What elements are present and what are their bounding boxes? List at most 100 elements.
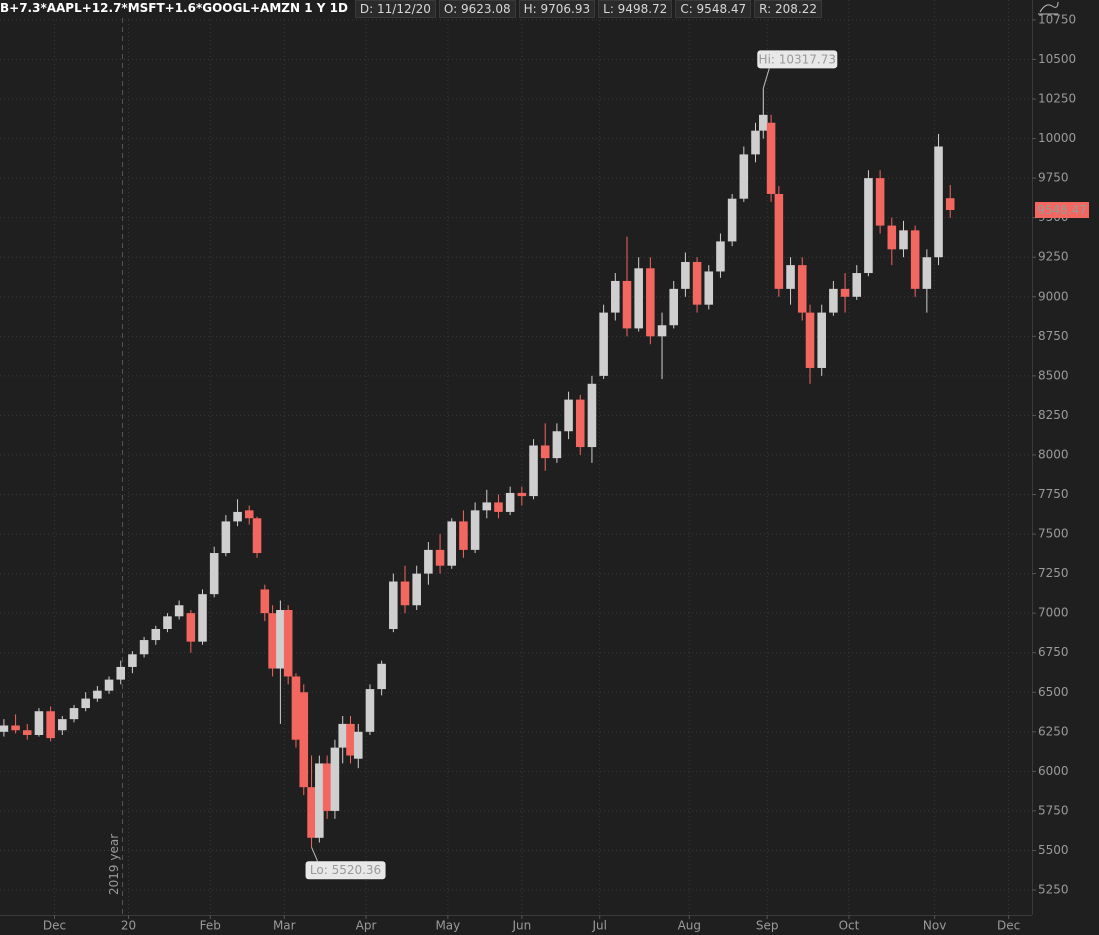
candle-body [611, 280, 620, 313]
x-tick-label: Mar [273, 919, 296, 933]
y-tick-label: 5500 [1038, 843, 1069, 857]
candle-body [470, 510, 480, 550]
y-tick-label: 10750 [1038, 12, 1076, 26]
x-tick-label: Jul [591, 919, 606, 933]
candle-body [852, 273, 862, 297]
last-price-label: 9548.47 [1037, 203, 1087, 217]
y-tick-label: 8750 [1038, 329, 1069, 343]
candle-body [104, 679, 114, 691]
candle-body [260, 589, 270, 614]
y-tick-label: 7750 [1038, 487, 1069, 501]
y-tick-label: 7000 [1038, 606, 1069, 620]
x-tick-label: May [435, 919, 460, 933]
y-tick-label: 9250 [1038, 250, 1069, 264]
candle-body [389, 581, 398, 629]
y-tick-label: 8000 [1038, 447, 1069, 461]
candle-body [447, 521, 457, 566]
last-price-tag [1035, 202, 1089, 219]
candle-body [922, 257, 932, 289]
candle-body [552, 431, 562, 459]
axis-border [1032, 0, 1033, 915]
candle-body [797, 265, 807, 313]
candle-body [899, 230, 908, 250]
candle-body [412, 573, 421, 606]
candle-body [276, 610, 285, 669]
x-tick-label: Jun [511, 919, 531, 933]
candle-body [575, 399, 585, 448]
callout-pointer [762, 68, 770, 89]
candle-body [840, 288, 850, 297]
y-tick-label: 6500 [1038, 685, 1069, 699]
candle-body [875, 178, 885, 226]
x-tick-label: Nov [923, 919, 946, 933]
candle-body [291, 676, 301, 740]
y-tick-label: 7500 [1038, 527, 1069, 541]
candle-body [400, 581, 410, 606]
candle-body [322, 763, 332, 811]
candle-body [540, 445, 550, 459]
candle-body [435, 549, 445, 566]
candle-body [529, 445, 538, 497]
candle-body [315, 763, 324, 838]
x-tick-label: Dec [997, 919, 1020, 933]
candle-body [22, 730, 32, 735]
y-tick-label: 10000 [1038, 131, 1076, 145]
candle-body [299, 692, 309, 788]
candle-body [163, 616, 172, 629]
range: R: 208.22 [754, 0, 822, 18]
candle-body [634, 268, 643, 329]
candle-body [174, 605, 184, 617]
candle-body [353, 731, 363, 759]
candle-body [622, 280, 632, 329]
y-tick-label: 5250 [1038, 883, 1069, 897]
callout-pointer [311, 847, 319, 862]
candle-body [739, 154, 749, 199]
candle-body [69, 708, 79, 720]
candle-body [766, 122, 776, 194]
candle-body [365, 689, 375, 732]
candle-body [346, 723, 355, 756]
y-tick-label: 6000 [1038, 764, 1069, 778]
y-tick-label: 10250 [1038, 92, 1076, 106]
candle-body [657, 325, 667, 337]
candle-body [934, 146, 943, 258]
candle-body [459, 521, 468, 550]
candle-body [910, 230, 920, 289]
x-tick-label: Aug [678, 919, 701, 933]
axis-border [0, 915, 1032, 916]
candle-body [517, 492, 527, 497]
low: L: 9498.72 [598, 0, 673, 18]
candle-body [186, 613, 196, 642]
x-tick-label: 20 [121, 919, 136, 933]
open: O: 9623.08 [438, 0, 516, 18]
candle-body [759, 114, 768, 131]
style-icon[interactable] [1038, 1, 1059, 15]
callout-box [305, 861, 386, 880]
callout-label: Hi: 10317.73 [759, 52, 836, 66]
y-tick-label: 6750 [1038, 645, 1069, 659]
candle-body [424, 549, 433, 574]
candle-body [268, 613, 277, 669]
y-tick-label: 9000 [1038, 289, 1069, 303]
y-tick-label: 7250 [1038, 566, 1069, 580]
candle-body [494, 502, 503, 512]
grid [0, 0, 1032, 915]
candle-body [139, 640, 149, 655]
candle-body [727, 198, 737, 242]
candle-body [128, 654, 137, 667]
candle-body [829, 288, 838, 313]
candle-body [599, 312, 608, 376]
high: H: 9706.93 [518, 0, 596, 18]
y-tick-label: 5750 [1038, 803, 1069, 817]
candle-body [864, 178, 873, 274]
date: D: 11/12/20 [354, 0, 436, 18]
candle-body [209, 553, 219, 595]
callout-box [757, 50, 838, 69]
candle-body [751, 130, 760, 155]
candle-body [46, 711, 55, 739]
y-tick-label: 8500 [1038, 368, 1069, 382]
candle-body [11, 725, 20, 731]
candle-body [945, 198, 955, 211]
candle-body [221, 521, 231, 554]
